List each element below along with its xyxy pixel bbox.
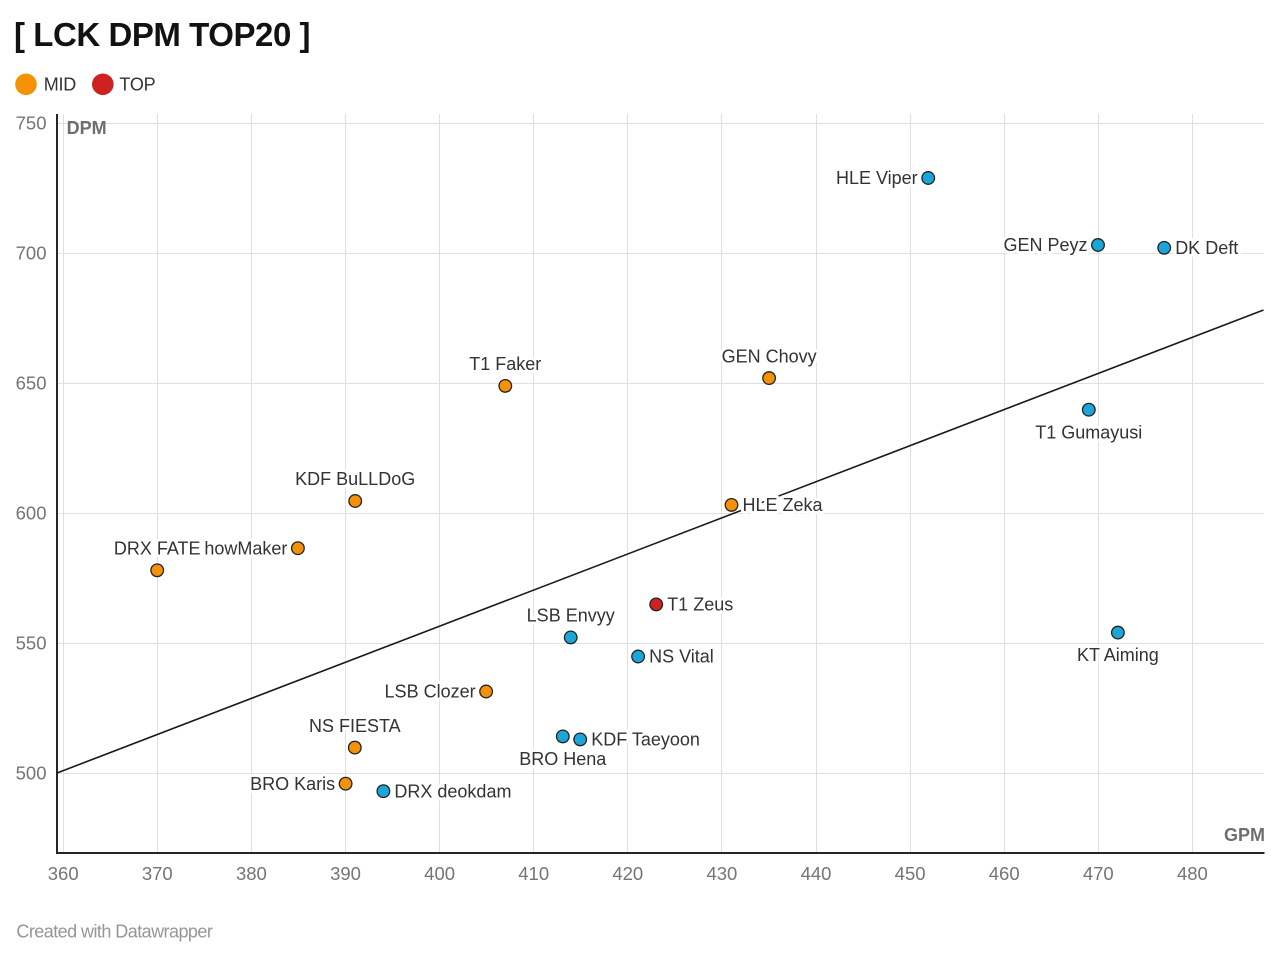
svg-text:LSB Envyy: LSB Envyy	[527, 606, 615, 626]
svg-text:KT Aiming: KT Aiming	[1077, 645, 1159, 665]
svg-text:howMaker: howMaker	[204, 538, 287, 558]
svg-text:430: 430	[706, 863, 737, 884]
svg-text:600: 600	[16, 503, 47, 524]
svg-text:360: 360	[48, 863, 79, 884]
svg-text:470: 470	[1083, 863, 1114, 884]
svg-text:T1 Zeus: T1 Zeus	[667, 595, 733, 615]
svg-text:HLE Viper: HLE Viper	[836, 168, 918, 188]
svg-text:420: 420	[612, 863, 643, 884]
svg-text:500: 500	[16, 763, 47, 784]
svg-text:[ LCK DPM TOP20 ]: [ LCK DPM TOP20 ]	[14, 16, 310, 53]
svg-text:NS Vital: NS Vital	[649, 647, 714, 667]
svg-text:480: 480	[1177, 863, 1208, 884]
svg-text:440: 440	[801, 863, 832, 884]
svg-text:KDF BuLLDoG: KDF BuLLDoG	[295, 469, 415, 489]
svg-text:MID: MID	[44, 75, 77, 95]
svg-text:GEN Chovy: GEN Chovy	[722, 346, 817, 366]
svg-text:390: 390	[330, 863, 361, 884]
svg-text:GEN Peyz: GEN Peyz	[1003, 235, 1087, 255]
svg-text:Created with Datawrapper: Created with Datawrapper	[16, 922, 212, 942]
svg-text:380: 380	[236, 863, 267, 884]
svg-text:T1 Faker: T1 Faker	[469, 354, 541, 374]
svg-text:DPM: DPM	[67, 118, 107, 138]
svg-text:550: 550	[16, 633, 47, 654]
svg-text:LSB Clozer: LSB Clozer	[385, 682, 476, 702]
svg-text:GPM: GPM	[1224, 825, 1265, 845]
svg-text:TOP: TOP	[119, 75, 155, 95]
svg-text:400: 400	[424, 863, 455, 884]
svg-text:750: 750	[16, 113, 47, 134]
svg-text:BRO Karis: BRO Karis	[250, 774, 335, 794]
svg-text:HLE Zeka: HLE Zeka	[743, 495, 824, 515]
svg-text:BRO Hena: BRO Hena	[519, 749, 607, 769]
svg-text:650: 650	[16, 373, 47, 394]
svg-text:NS FIESTA: NS FIESTA	[309, 716, 401, 736]
svg-text:DRX deokdam: DRX deokdam	[394, 781, 511, 801]
svg-text:460: 460	[989, 863, 1020, 884]
svg-text:450: 450	[895, 863, 926, 884]
svg-text:DRX FATE: DRX FATE	[114, 539, 201, 559]
svg-text:700: 700	[16, 243, 47, 264]
svg-text:KDF Taeyoon: KDF Taeyoon	[591, 730, 700, 750]
svg-text:T1 Gumayusi: T1 Gumayusi	[1035, 422, 1142, 442]
svg-text:410: 410	[518, 863, 549, 884]
svg-text:370: 370	[142, 863, 173, 884]
svg-text:DK Deft: DK Deft	[1175, 238, 1238, 258]
